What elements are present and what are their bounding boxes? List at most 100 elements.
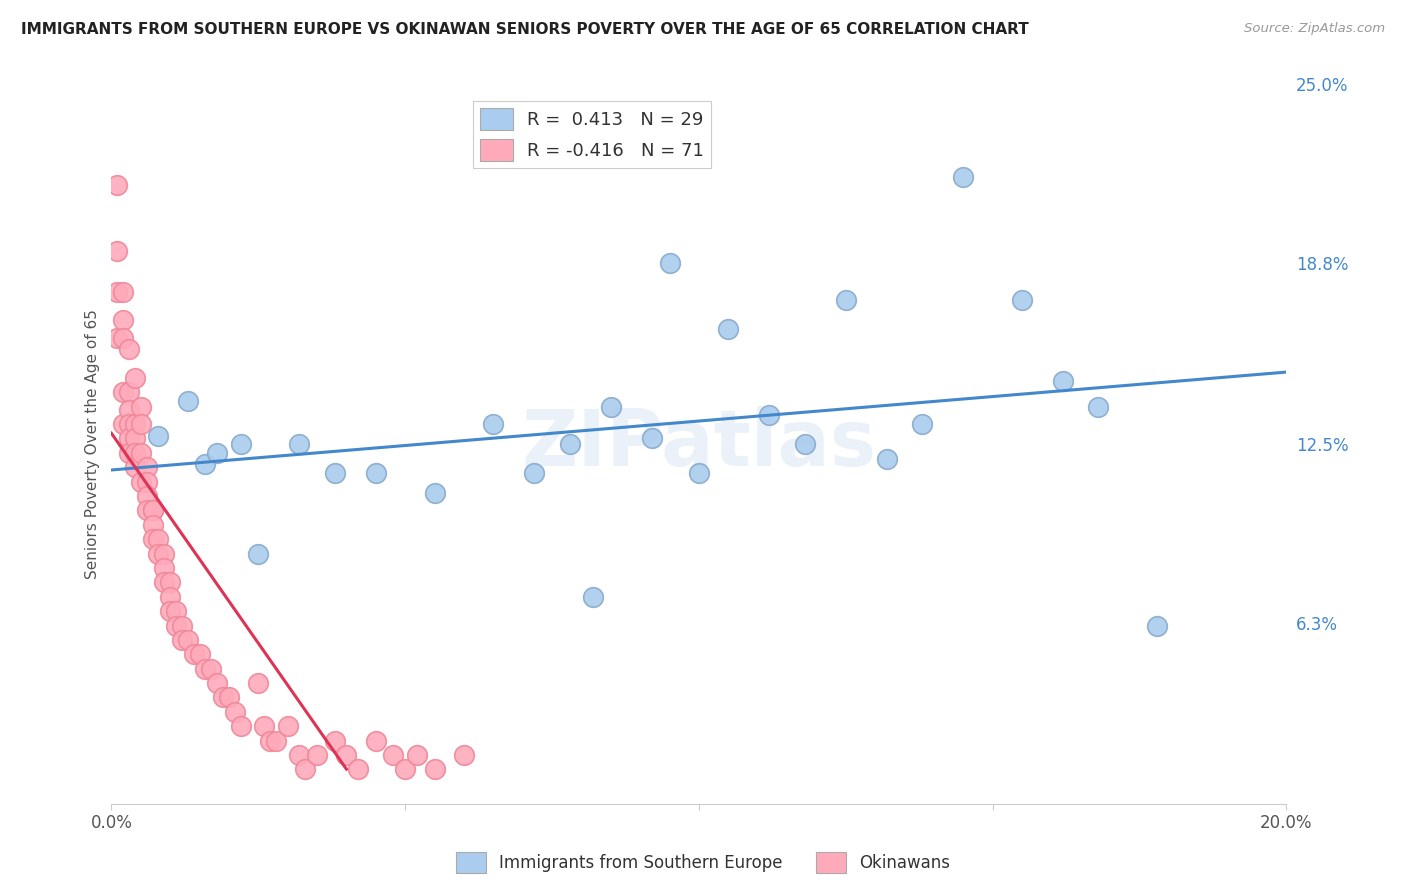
Point [523, 466, 546, 480]
Point [165, 618, 187, 632]
Point [599, 400, 621, 414]
Point [952, 169, 974, 184]
Point [305, 747, 328, 762]
Legend: R =  0.413   N = 29, R = -0.416   N = 71: R = 0.413 N = 29, R = -0.416 N = 71 [472, 101, 711, 169]
Point [911, 417, 934, 431]
Point [112, 313, 135, 327]
Point [205, 676, 228, 690]
Point [105, 331, 128, 345]
Point [148, 547, 170, 561]
Point [641, 432, 664, 446]
Point [688, 466, 710, 480]
Point [118, 432, 141, 446]
Point [758, 409, 780, 423]
Point [124, 417, 146, 431]
Point [153, 561, 176, 575]
Point [159, 604, 181, 618]
Point [264, 733, 287, 747]
Point [259, 733, 281, 747]
Point [118, 446, 141, 460]
Point [135, 475, 157, 489]
Point [1052, 374, 1074, 388]
Point [423, 763, 446, 777]
Point [188, 648, 211, 662]
Point [183, 648, 205, 662]
Point [141, 503, 163, 517]
Point [135, 460, 157, 475]
Point [129, 475, 152, 489]
Point [323, 466, 346, 480]
Point [112, 285, 135, 299]
Point [153, 575, 176, 590]
Point [453, 747, 475, 762]
Point [129, 400, 152, 414]
Point [229, 719, 252, 733]
Point [323, 733, 346, 747]
Point [288, 747, 311, 762]
Point [288, 437, 311, 451]
Legend: Immigrants from Southern Europe, Okinawans: Immigrants from Southern Europe, Okinawa… [449, 846, 957, 880]
Point [1146, 618, 1168, 632]
Point [382, 747, 405, 762]
Point [141, 517, 163, 532]
Text: ZIPatlas: ZIPatlas [522, 406, 876, 483]
Point [200, 662, 222, 676]
Point [165, 604, 187, 618]
Point [170, 618, 193, 632]
Point [112, 385, 135, 400]
Point [135, 503, 157, 517]
Point [124, 371, 146, 385]
Point [129, 446, 152, 460]
Point [177, 632, 200, 647]
Point [335, 747, 357, 762]
Point [124, 460, 146, 475]
Point [105, 285, 128, 299]
Point [364, 733, 387, 747]
Point [582, 590, 605, 604]
Point [141, 532, 163, 546]
Point [153, 547, 176, 561]
Point [229, 437, 252, 451]
Y-axis label: Seniors Poverty Over the Age of 65: Seniors Poverty Over the Age of 65 [86, 310, 100, 579]
Point [105, 244, 128, 259]
Point [205, 446, 228, 460]
Point [135, 489, 157, 503]
Point [159, 575, 181, 590]
Point [118, 402, 141, 417]
Point [112, 331, 135, 345]
Point [482, 417, 505, 431]
Point [124, 446, 146, 460]
Point [212, 690, 235, 705]
Point [394, 763, 416, 777]
Point [835, 293, 858, 308]
Point [170, 632, 193, 647]
Point [406, 747, 429, 762]
Point [294, 763, 316, 777]
Text: IMMIGRANTS FROM SOUTHERN EUROPE VS OKINAWAN SENIORS POVERTY OVER THE AGE OF 65 C: IMMIGRANTS FROM SOUTHERN EUROPE VS OKINA… [21, 22, 1029, 37]
Point [247, 547, 270, 561]
Point [253, 719, 276, 733]
Point [423, 486, 446, 500]
Point [141, 503, 163, 517]
Point [194, 458, 217, 472]
Point [876, 451, 898, 466]
Point [148, 428, 170, 442]
Point [1011, 293, 1033, 308]
Point [194, 662, 217, 676]
Point [118, 343, 141, 357]
Point [558, 437, 581, 451]
Point [112, 417, 135, 431]
Point [118, 385, 141, 400]
Point [364, 466, 387, 480]
Point [118, 417, 141, 431]
Point [793, 437, 815, 451]
Text: Source: ZipAtlas.com: Source: ZipAtlas.com [1244, 22, 1385, 36]
Point [247, 676, 270, 690]
Point [105, 178, 128, 193]
Point [658, 256, 681, 270]
Point [347, 763, 370, 777]
Point [224, 705, 246, 719]
Point [218, 690, 240, 705]
Point [148, 532, 170, 546]
Point [177, 394, 200, 409]
